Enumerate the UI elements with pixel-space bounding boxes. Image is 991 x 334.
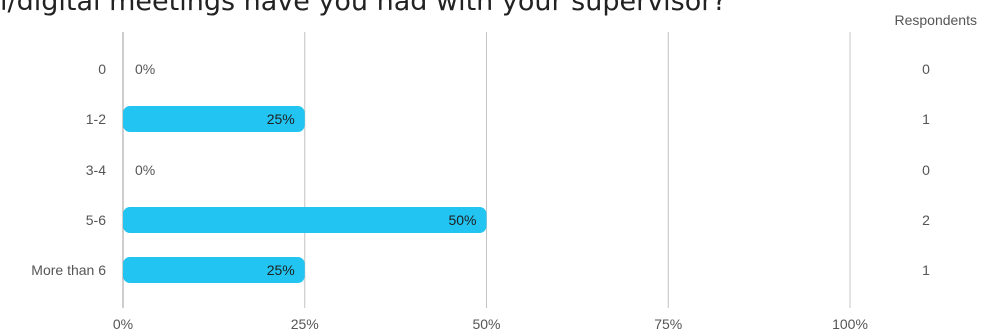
x-tick-label: 75%: [654, 316, 682, 332]
bar-value-label: 0%: [135, 61, 155, 77]
bar-value-label: 50%: [448, 212, 476, 228]
category-label: 1-2: [86, 111, 106, 127]
bar: [123, 106, 305, 132]
x-tick-label: 25%: [291, 316, 319, 332]
bar: [123, 207, 487, 233]
respondent-count: 1: [922, 111, 930, 127]
category-label: More than 6: [31, 262, 106, 278]
category-label: 0: [98, 61, 106, 77]
x-tick-label: 0%: [113, 316, 133, 332]
respondents-header: Respondents: [894, 12, 977, 28]
respondent-count: 2: [922, 212, 930, 228]
chart-title: l/digital meetings have you had with you…: [0, 0, 727, 17]
bar-value-label: 25%: [267, 262, 295, 278]
category-label: 3-4: [86, 162, 106, 178]
x-tick-label: 100%: [832, 316, 868, 332]
respondent-count: 0: [922, 162, 930, 178]
respondent-count: 1: [922, 262, 930, 278]
x-tick-label: 50%: [472, 316, 500, 332]
bar-value-label: 0%: [135, 162, 155, 178]
respondent-count: 0: [922, 61, 930, 77]
category-label: 5-6: [86, 212, 106, 228]
bar-value-label: 25%: [267, 111, 295, 127]
bar: [123, 257, 305, 283]
